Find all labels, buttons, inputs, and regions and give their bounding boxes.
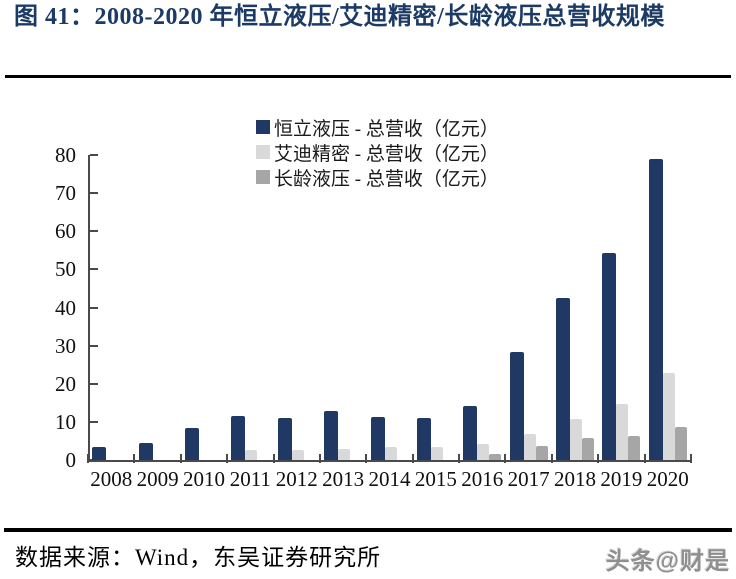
x-tick-label: 2016 bbox=[461, 467, 504, 491]
y-axis-tick bbox=[90, 230, 98, 233]
bar-hengli-2014 bbox=[370, 416, 385, 460]
revenue-bar-chart: 恒立液压 - 总营收（亿元） 艾迪精密 - 总营收（亿元） 长龄液压 - 总营收… bbox=[0, 90, 736, 530]
bar-changling-2017 bbox=[535, 446, 548, 460]
bar-aidi-2011 bbox=[245, 450, 258, 460]
bar-aidi-2013 bbox=[338, 448, 351, 460]
bar-aidi-2019 bbox=[616, 404, 629, 460]
bar-hengli-2010 bbox=[184, 427, 199, 460]
x-tick-label: 2020 bbox=[646, 467, 689, 491]
bar-hengli-2016 bbox=[463, 405, 478, 460]
legend-item-hengli: 恒立液压 - 总营收（亿元） bbox=[256, 117, 499, 140]
chart-legend: 恒立液压 - 总营收（亿元） 艾迪精密 - 总营收（亿元） 长龄液压 - 总营收… bbox=[256, 117, 499, 190]
x-axis-tick bbox=[179, 454, 182, 463]
y-tick-label: 60 bbox=[55, 219, 76, 244]
bar-aidi-2014 bbox=[384, 447, 397, 460]
legend-label-hengli: 恒立液压 - 总营收（亿元） bbox=[274, 118, 499, 140]
bar-hengli-2018 bbox=[556, 298, 571, 460]
bar-hengli-2013 bbox=[324, 411, 339, 460]
y-tick-label: 50 bbox=[55, 257, 76, 282]
x-axis-tick bbox=[365, 454, 368, 463]
y-axis-tick bbox=[90, 268, 98, 271]
title-divider bbox=[5, 75, 731, 78]
y-axis-line bbox=[88, 155, 90, 462]
bar-hengli-2015 bbox=[416, 417, 431, 460]
bar-changling-2016 bbox=[489, 453, 502, 460]
y-axis-tick bbox=[90, 192, 98, 195]
bar-aidi-2016 bbox=[477, 443, 490, 460]
x-tick-label: 2015 bbox=[414, 467, 457, 491]
x-axis-tick bbox=[597, 454, 600, 463]
watermark-text: 头条@财是 bbox=[605, 548, 730, 575]
y-tick-label: 80 bbox=[55, 143, 76, 167]
legend-label-changling: 长龄液压 - 总营收（亿元） bbox=[274, 168, 499, 190]
x-tick-label: 2019 bbox=[600, 467, 643, 491]
bar-changling-2019 bbox=[628, 435, 641, 460]
x-axis-tick bbox=[318, 454, 321, 463]
legend-item-changling: 长龄液压 - 总营收（亿元） bbox=[256, 167, 499, 190]
x-axis-tick bbox=[504, 454, 507, 463]
x-tick-label: 2014 bbox=[368, 467, 411, 491]
bar-hengli-2009 bbox=[138, 442, 153, 460]
bar-hengli-2008 bbox=[92, 447, 107, 460]
x-axis-tick bbox=[643, 454, 646, 463]
x-tick-label: 2009 bbox=[136, 467, 179, 491]
legend-label-aidi: 艾迪精密 - 总营收（亿元） bbox=[274, 143, 499, 165]
footer-divider bbox=[4, 528, 732, 532]
x-axis-line bbox=[88, 460, 692, 462]
y-axis-tick bbox=[90, 344, 98, 347]
bar-hengli-2019 bbox=[602, 252, 617, 460]
x-tick-label: 2011 bbox=[229, 467, 271, 491]
y-tick-label: 10 bbox=[55, 409, 76, 434]
legend-item-aidi: 艾迪精密 - 总营收（亿元） bbox=[256, 142, 499, 165]
x-tick-label: 2018 bbox=[554, 467, 597, 491]
bar-hengli-2011 bbox=[231, 415, 246, 460]
bar-aidi-2020 bbox=[662, 372, 675, 460]
bar-aidi-2018 bbox=[570, 418, 583, 460]
x-axis-tick bbox=[411, 454, 414, 463]
x-axis-tick bbox=[87, 454, 89, 463]
x-axis-tick bbox=[133, 454, 136, 463]
x-tick-label: 2008 bbox=[90, 467, 133, 491]
x-axis-tick bbox=[272, 454, 275, 463]
y-tick-label: 30 bbox=[55, 333, 76, 358]
x-tick-label: 2012 bbox=[275, 467, 318, 491]
bar-aidi-2015 bbox=[430, 447, 443, 460]
bar-hengli-2017 bbox=[509, 352, 524, 460]
legend-swatch-hengli-icon bbox=[256, 120, 270, 134]
y-axis-tick bbox=[90, 459, 98, 461]
y-tick-label: 20 bbox=[55, 371, 76, 396]
bar-aidi-2012 bbox=[291, 449, 304, 460]
bar-aidi-2017 bbox=[523, 434, 536, 460]
x-axis-tick bbox=[690, 454, 692, 463]
x-tick-label: 2017 bbox=[507, 467, 550, 491]
y-tick-label: 0 bbox=[65, 448, 77, 472]
y-axis-tick bbox=[90, 154, 98, 156]
legend-swatch-aidi-icon bbox=[256, 145, 270, 159]
data-source-text: 数据来源：Wind，东吴证券研究所 bbox=[15, 545, 382, 570]
x-tick-label: 2013 bbox=[322, 467, 365, 491]
y-tick-label: 70 bbox=[55, 181, 76, 206]
y-axis-tick bbox=[90, 382, 98, 385]
bar-changling-2020 bbox=[674, 426, 687, 460]
bar-changling-2018 bbox=[582, 437, 595, 460]
x-axis-tick bbox=[550, 454, 553, 463]
x-axis-tick bbox=[458, 454, 461, 463]
x-tick-label: 2010 bbox=[182, 467, 225, 491]
figure-title: 图 41：2008-2020 年恒立液压/艾迪精密/长龄液压总营收规模 bbox=[14, 4, 665, 30]
x-axis-tick bbox=[226, 454, 229, 463]
y-axis-tick bbox=[90, 306, 98, 309]
legend-swatch-changling-icon bbox=[256, 170, 270, 184]
y-axis-tick bbox=[90, 420, 98, 423]
bar-hengli-2020 bbox=[648, 159, 663, 460]
bar-hengli-2012 bbox=[277, 418, 292, 460]
y-tick-label: 40 bbox=[55, 295, 76, 320]
